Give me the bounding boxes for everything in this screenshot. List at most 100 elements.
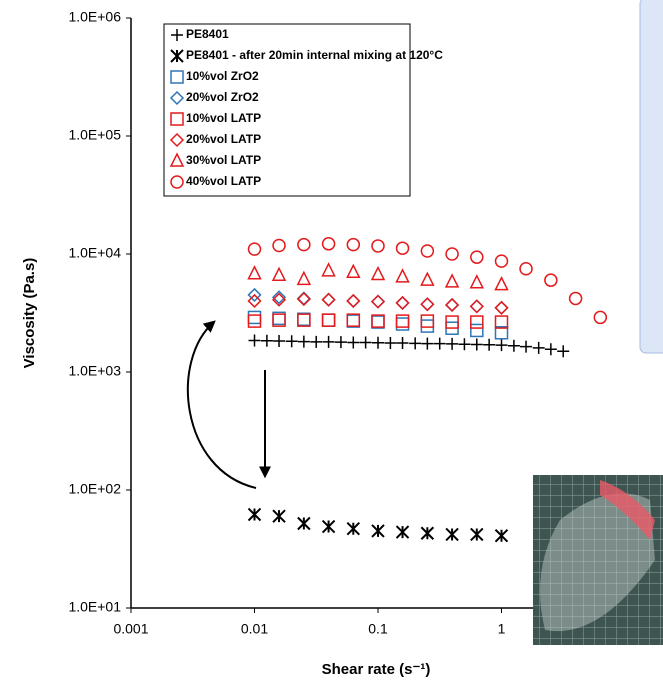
circle-marker (272, 238, 286, 253)
photo-grid (533, 475, 663, 645)
diamond-marker (271, 290, 287, 305)
plus-marker (334, 336, 347, 349)
circle-marker (395, 241, 410, 255)
star-marker (321, 519, 336, 534)
photo (533, 475, 663, 645)
star-marker (272, 509, 286, 523)
plus-marker (260, 334, 273, 347)
star-marker (346, 521, 361, 536)
circle-marker (568, 291, 583, 306)
legend-label: PE8401 (186, 27, 229, 41)
diamond-marker (469, 299, 484, 314)
plus-marker (557, 345, 570, 358)
diamond-marker (169, 90, 185, 106)
plot-area: 1.0E+01 1.0E+02 1.0E+03 1.0E+04 1.0E+05 1.0E+… (68, 9, 625, 637)
circle-marker (519, 261, 533, 276)
circle-marker (321, 237, 336, 251)
triangle-marker (444, 273, 460, 288)
y-tick-label: 1.0E+06 (68, 9, 121, 25)
plus-marker (347, 336, 360, 349)
plus-marker (495, 339, 508, 352)
photo-red (600, 480, 655, 540)
circle-marker (170, 175, 184, 189)
star-marker (445, 527, 459, 542)
star-marker (247, 507, 262, 522)
y-tick-label: 1.0E+03 (68, 363, 121, 379)
star-marker (470, 527, 484, 542)
y-tick-label: 1.0E+04 (68, 245, 121, 261)
plus-marker (396, 337, 409, 350)
square-marker (420, 319, 435, 333)
diamond-marker (420, 297, 435, 312)
plus-marker (285, 335, 298, 348)
legend-label: 20%vol ZrO2 (186, 90, 259, 104)
side-panel (639, 0, 663, 354)
plus-marker (248, 334, 261, 347)
square-marker (494, 315, 509, 329)
plus-marker (171, 29, 183, 41)
plus-marker (421, 337, 434, 350)
diamond-marker (420, 297, 435, 312)
square-marker (371, 314, 385, 328)
star-marker (395, 525, 410, 539)
triangle-marker (420, 271, 435, 286)
diamond-marker (395, 295, 410, 310)
square-marker (170, 70, 184, 84)
y-tick-label: 1.0E+01 (68, 599, 121, 615)
square-marker (247, 314, 262, 328)
square-marker (494, 326, 509, 340)
legend-label: 10%vol ZrO2 (186, 69, 259, 83)
triangle-marker (346, 263, 361, 279)
square-marker (470, 323, 484, 338)
circle-marker (297, 237, 311, 252)
diamond-marker (247, 287, 262, 302)
square-marker (420, 314, 435, 328)
diamond-marker (494, 300, 509, 315)
triangle-marker (370, 265, 386, 281)
square-marker (272, 313, 286, 327)
star-marker (494, 528, 509, 543)
star-marker (170, 49, 184, 63)
circle-marker (371, 239, 385, 253)
plus-marker (446, 337, 459, 350)
plus-marker (359, 336, 372, 349)
y-tick-label: 1.0E+05 (68, 127, 121, 143)
legend-label: 30%vol LATP (186, 153, 261, 167)
x-axis-title: Shear rate (s⁻¹) (322, 661, 431, 678)
circle-marker (346, 237, 361, 252)
x-tick-label: 1 (498, 621, 506, 637)
circle-marker (420, 244, 435, 258)
plus-marker (544, 343, 557, 356)
diamond-marker (321, 292, 336, 307)
plus-marker (507, 339, 520, 352)
plus-marker (458, 338, 471, 351)
plus-marker (409, 337, 422, 350)
photo-sample (540, 493, 655, 632)
legend-label: 10%vol LATP (186, 111, 261, 125)
plus-marker (273, 335, 286, 348)
triangle-marker (469, 274, 485, 289)
diamond-marker (370, 294, 386, 309)
legend-label: 20%vol LATP (186, 132, 261, 146)
legend-label: 40%vol LATP (186, 174, 261, 188)
plus-marker (310, 335, 323, 348)
plus-marker (297, 335, 310, 348)
plus-marker (470, 338, 483, 351)
diamond-marker (445, 297, 460, 313)
square-marker (470, 315, 484, 329)
plus-marker (384, 337, 397, 350)
circle-marker (494, 254, 509, 268)
square-marker (247, 310, 262, 325)
plus-marker (483, 338, 496, 351)
square-marker (170, 112, 184, 126)
circle-marker (593, 310, 608, 325)
plus-marker (520, 340, 533, 353)
triangle-marker (296, 270, 312, 286)
diamond-marker (395, 295, 410, 310)
square-marker (321, 313, 336, 327)
diamond-marker (346, 293, 361, 309)
star-marker (371, 524, 385, 538)
diamond-marker (494, 300, 509, 315)
plus-marker (532, 341, 545, 354)
